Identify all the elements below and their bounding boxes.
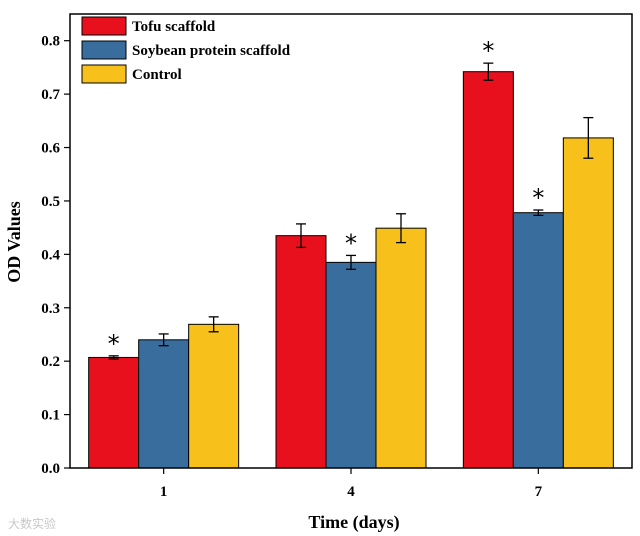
legend-label: Tofu scaffold [132,19,216,35]
x-tick-label: 7 [535,484,543,500]
y-tick-label: 0.0 [41,461,60,477]
legend-swatch [81,64,127,84]
bar [88,356,140,469]
y-tick-label: 0.6 [41,141,60,157]
bar [462,71,514,469]
bar [138,339,190,469]
significance-star: * [108,330,120,358]
y-tick-label: 0.5 [41,194,60,210]
x-tick-label: 1 [160,484,168,500]
significance-star: * [482,37,494,65]
bar [188,323,240,469]
y-tick-label: 0.7 [41,87,60,103]
legend-swatch [81,16,127,36]
y-axis-title: OD Values [4,201,24,283]
axes: 0.0 0.1 0.2 0.3 0.4 0.5 0.6 0.7 0.8 1 4 7 [41,13,633,500]
y-tick-label: 0.2 [41,354,60,370]
bar [512,212,564,469]
bar [375,227,427,469]
watermark-text: 大数实验 [8,516,56,531]
legend-label: Control [132,67,182,83]
bar [275,235,327,469]
y-tick-label: 0.8 [41,34,60,50]
significance-markers: * * * * [108,37,545,358]
legend: Tofu scaffold Soybean protein scaffold Con… [81,16,291,84]
legend-swatch [81,40,127,60]
y-tick-label: 0.4 [41,247,60,263]
error-bars [108,62,594,360]
bar [562,137,614,469]
y-tick-label: 0.3 [41,301,60,317]
x-tick-label: 4 [347,484,355,500]
y-tick-label: 0.1 [41,408,60,424]
significance-star: * [532,184,544,212]
x-axis-title: Time (days) [308,512,399,533]
significance-star: * [345,229,357,257]
legend-label: Soybean protein scaffold [132,43,291,59]
watermark: 大数实验 [8,516,56,531]
bar [325,261,377,469]
bars [88,71,614,469]
